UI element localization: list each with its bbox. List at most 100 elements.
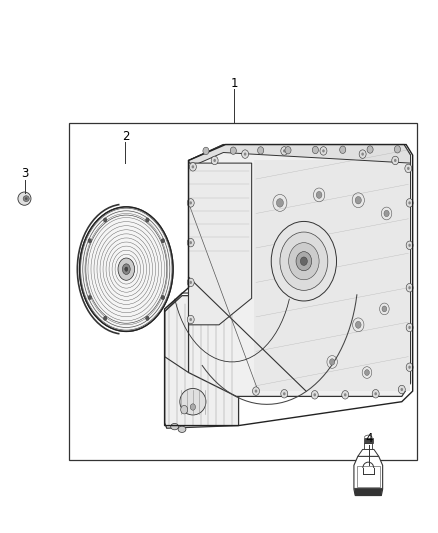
Circle shape [296, 252, 312, 271]
Circle shape [181, 406, 187, 414]
Circle shape [244, 152, 247, 156]
Polygon shape [188, 144, 410, 397]
Circle shape [359, 150, 366, 158]
Circle shape [322, 149, 325, 152]
Circle shape [392, 156, 399, 165]
Circle shape [189, 201, 192, 205]
Circle shape [146, 316, 149, 320]
Circle shape [187, 238, 194, 247]
Polygon shape [254, 160, 410, 391]
Circle shape [408, 286, 411, 289]
Circle shape [405, 164, 412, 173]
Ellipse shape [118, 258, 134, 280]
Circle shape [408, 326, 411, 329]
Ellipse shape [23, 196, 29, 201]
Circle shape [356, 321, 361, 328]
Bar [364, 438, 373, 443]
Text: 2: 2 [122, 130, 129, 143]
Circle shape [312, 146, 318, 154]
Circle shape [187, 199, 194, 207]
Circle shape [361, 152, 364, 156]
Circle shape [382, 306, 387, 312]
Polygon shape [354, 456, 383, 496]
Circle shape [276, 199, 283, 207]
Circle shape [394, 159, 396, 162]
Circle shape [103, 218, 107, 222]
Ellipse shape [80, 207, 173, 332]
Circle shape [407, 167, 410, 170]
Polygon shape [358, 449, 379, 456]
Circle shape [161, 295, 165, 300]
Circle shape [103, 316, 107, 320]
Circle shape [406, 241, 413, 249]
Circle shape [283, 149, 286, 152]
Circle shape [355, 197, 361, 204]
Circle shape [281, 390, 288, 398]
Circle shape [364, 369, 369, 375]
Circle shape [280, 232, 328, 290]
Circle shape [406, 199, 413, 207]
Ellipse shape [125, 267, 128, 271]
Circle shape [271, 221, 336, 301]
Circle shape [146, 218, 149, 222]
Circle shape [187, 278, 194, 287]
Circle shape [191, 165, 194, 168]
Circle shape [320, 147, 327, 155]
Circle shape [406, 284, 413, 292]
Circle shape [253, 387, 259, 395]
Circle shape [211, 156, 218, 165]
Polygon shape [354, 488, 382, 496]
Bar [69, 123, 417, 460]
Circle shape [406, 323, 413, 332]
Circle shape [230, 147, 237, 155]
Circle shape [254, 390, 257, 393]
Circle shape [367, 146, 373, 153]
Text: 4: 4 [365, 432, 373, 446]
Circle shape [400, 388, 403, 391]
Text: 3: 3 [21, 167, 29, 180]
Circle shape [314, 393, 316, 397]
Circle shape [342, 391, 349, 399]
Circle shape [242, 150, 249, 158]
Circle shape [88, 295, 92, 300]
Circle shape [283, 392, 286, 395]
Circle shape [394, 146, 400, 153]
Ellipse shape [171, 423, 179, 430]
Circle shape [285, 147, 291, 154]
Circle shape [300, 257, 307, 265]
Circle shape [340, 146, 346, 154]
Circle shape [189, 281, 192, 284]
Ellipse shape [25, 197, 28, 200]
Circle shape [189, 318, 192, 321]
Circle shape [384, 211, 389, 216]
Circle shape [161, 239, 165, 243]
Polygon shape [188, 144, 410, 167]
Circle shape [289, 243, 319, 280]
Text: 1: 1 [230, 77, 238, 90]
Circle shape [372, 390, 379, 398]
Bar [364, 443, 372, 449]
Circle shape [408, 366, 411, 369]
Circle shape [88, 239, 92, 243]
Circle shape [374, 392, 377, 395]
Circle shape [213, 159, 216, 162]
Circle shape [311, 391, 318, 399]
Ellipse shape [18, 192, 31, 205]
Circle shape [203, 147, 209, 155]
Circle shape [329, 359, 335, 365]
Ellipse shape [122, 264, 130, 274]
Ellipse shape [178, 426, 186, 432]
Polygon shape [165, 296, 239, 428]
Bar [357, 466, 380, 487]
Circle shape [258, 147, 264, 154]
Circle shape [408, 201, 411, 205]
Circle shape [406, 363, 413, 372]
Ellipse shape [180, 389, 206, 415]
Circle shape [281, 147, 288, 155]
Circle shape [189, 241, 192, 244]
Circle shape [398, 385, 405, 394]
Circle shape [344, 393, 346, 397]
Polygon shape [188, 163, 252, 325]
Circle shape [187, 316, 194, 324]
Circle shape [190, 404, 195, 410]
